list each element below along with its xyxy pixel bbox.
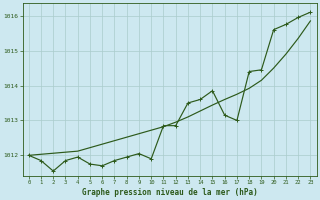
X-axis label: Graphe pression niveau de la mer (hPa): Graphe pression niveau de la mer (hPa) (82, 188, 258, 197)
